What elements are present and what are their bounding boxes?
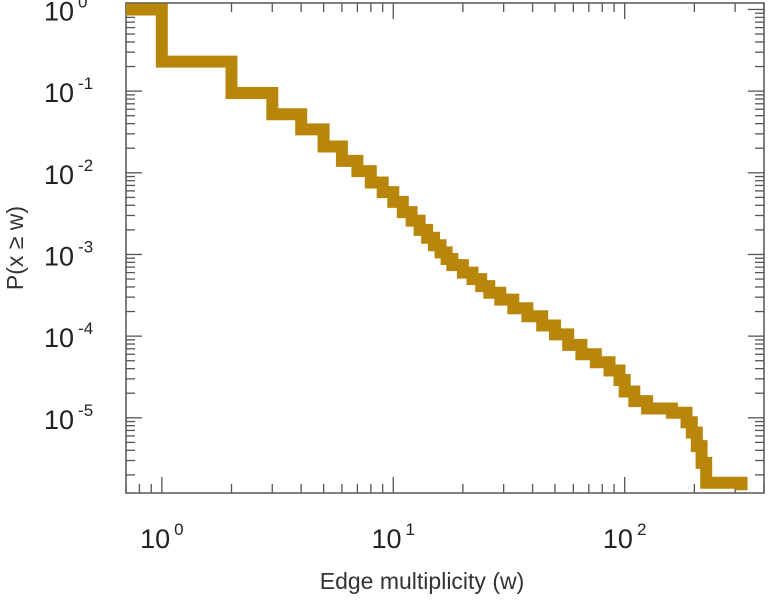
axis-ticks [125,3,765,493]
y-tick-label: 10 -1 [44,74,93,108]
y-tick-label: 10 -4 [44,319,93,353]
y-tick-label: 10 -3 [44,237,93,271]
plot-frame [125,2,765,494]
y-tick-label: 10 -5 [44,401,93,435]
x-tick-label: 10 1 [372,520,416,554]
x-tick-label: 10 2 [603,520,647,554]
x-axis-title: Edge multiplicity (w) [320,568,525,594]
series-layer [126,3,748,491]
tick-labels: 10 0 10 1 10 2 10 0 10 -1 10 -2 10 -3 10 -4 10 -5 [44,0,646,554]
y-tick-label: 10 -2 [44,156,93,190]
x-tick-label: 10 0 [140,520,184,554]
y-axis-title: P(x ≥ w) [2,206,28,290]
series-line-1 [126,3,748,491]
y-tick-label: 10 0 [44,0,88,26]
